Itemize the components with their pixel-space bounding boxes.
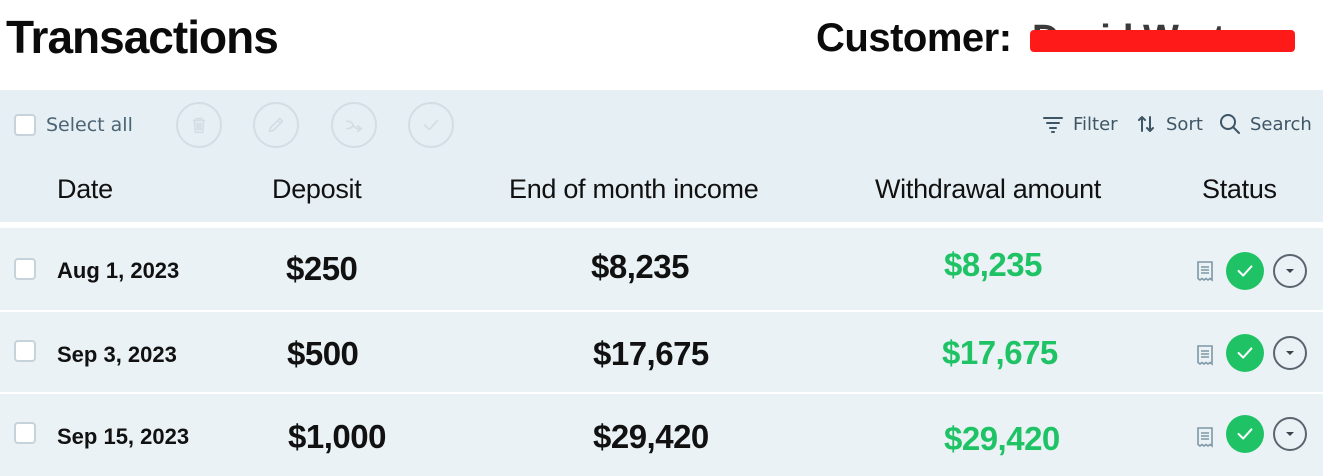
chevron-down-icon [1286, 269, 1294, 273]
divider [0, 392, 1323, 394]
status-completed-badge [1226, 334, 1264, 372]
receipt-icon[interactable] [1195, 426, 1215, 448]
select-all-label[interactable]: Select all [46, 114, 133, 136]
row-income: $8,235 [591, 248, 689, 285]
divider [0, 310, 1323, 312]
check-circle-icon [1237, 347, 1253, 359]
row-expand-button[interactable] [1273, 336, 1307, 370]
search-icon [1220, 114, 1240, 134]
check-circle-icon [1237, 428, 1253, 440]
table-header: Date Deposit End of month income Withdra… [0, 160, 1323, 222]
toolbar: Select all Filter Sort [0, 90, 1323, 160]
edit-button[interactable] [253, 102, 299, 148]
sort-button[interactable]: Sort [1134, 112, 1203, 136]
row-date: Aug 1, 2023 [57, 258, 180, 283]
sort-label: Sort [1166, 113, 1203, 135]
row-withdrawal: $8,235 [944, 246, 1042, 283]
row-withdrawal: $17,675 [942, 334, 1058, 371]
chevron-down-icon [1286, 432, 1294, 436]
page-header: Transactions Customer: David Werter [0, 0, 1323, 90]
check-circle-icon [1237, 265, 1253, 277]
table-row[interactable]: Aug 1, 2023 $250 $8,235 $8,235 [0, 228, 1323, 310]
approve-button[interactable] [408, 102, 454, 148]
row-withdrawal: $29,420 [944, 420, 1060, 457]
transfer-button[interactable] [331, 102, 377, 148]
row-deposit: $500 [287, 335, 359, 372]
table-row[interactable]: Sep 15, 2023 $1,000 $29,420 $29,420 [0, 394, 1323, 476]
edit-icon [268, 117, 284, 133]
search-button[interactable]: Search [1218, 112, 1312, 136]
row-deposit: $250 [286, 250, 358, 287]
column-header-income[interactable]: End of month income [509, 174, 759, 204]
divider [0, 222, 1323, 228]
page-title: Transactions [6, 11, 279, 63]
row-expand-button[interactable] [1273, 254, 1307, 288]
filter-label: Filter [1073, 113, 1118, 135]
receipt-icon[interactable] [1195, 344, 1215, 366]
row-deposit: $1,000 [288, 418, 386, 455]
filter-icon [1043, 117, 1063, 133]
column-header-withdrawal[interactable]: Withdrawal amount [875, 174, 1101, 204]
status-completed-badge [1226, 252, 1264, 290]
row-checkbox[interactable] [14, 258, 36, 280]
filter-button[interactable]: Filter [1041, 112, 1118, 136]
column-header-status[interactable]: Status [1202, 174, 1277, 204]
row-checkbox[interactable] [14, 340, 36, 362]
redaction-mark [1030, 30, 1295, 52]
sort-icon [1138, 116, 1154, 132]
column-header-date[interactable]: Date [57, 174, 113, 204]
table-row[interactable]: Sep 3, 2023 $500 $17,675 $17,675 [0, 312, 1323, 392]
receipt-icon[interactable] [1195, 260, 1215, 282]
row-income: $29,420 [593, 418, 709, 455]
customer-label: Customer: [816, 16, 1012, 60]
row-income: $17,675 [593, 335, 709, 372]
search-label: Search [1250, 113, 1312, 135]
row-date: Sep 15, 2023 [57, 424, 190, 449]
row-date: Sep 3, 2023 [57, 342, 177, 367]
trash-icon [192, 117, 206, 134]
delete-button[interactable] [176, 102, 222, 148]
select-all-checkbox[interactable] [14, 114, 36, 136]
chevron-down-icon [1286, 351, 1294, 355]
column-header-deposit[interactable]: Deposit [272, 174, 362, 204]
check-icon [423, 119, 439, 131]
row-checkbox[interactable] [14, 422, 36, 444]
status-completed-badge [1226, 415, 1264, 453]
row-expand-button[interactable] [1273, 417, 1307, 451]
transfer-icon [345, 120, 363, 133]
